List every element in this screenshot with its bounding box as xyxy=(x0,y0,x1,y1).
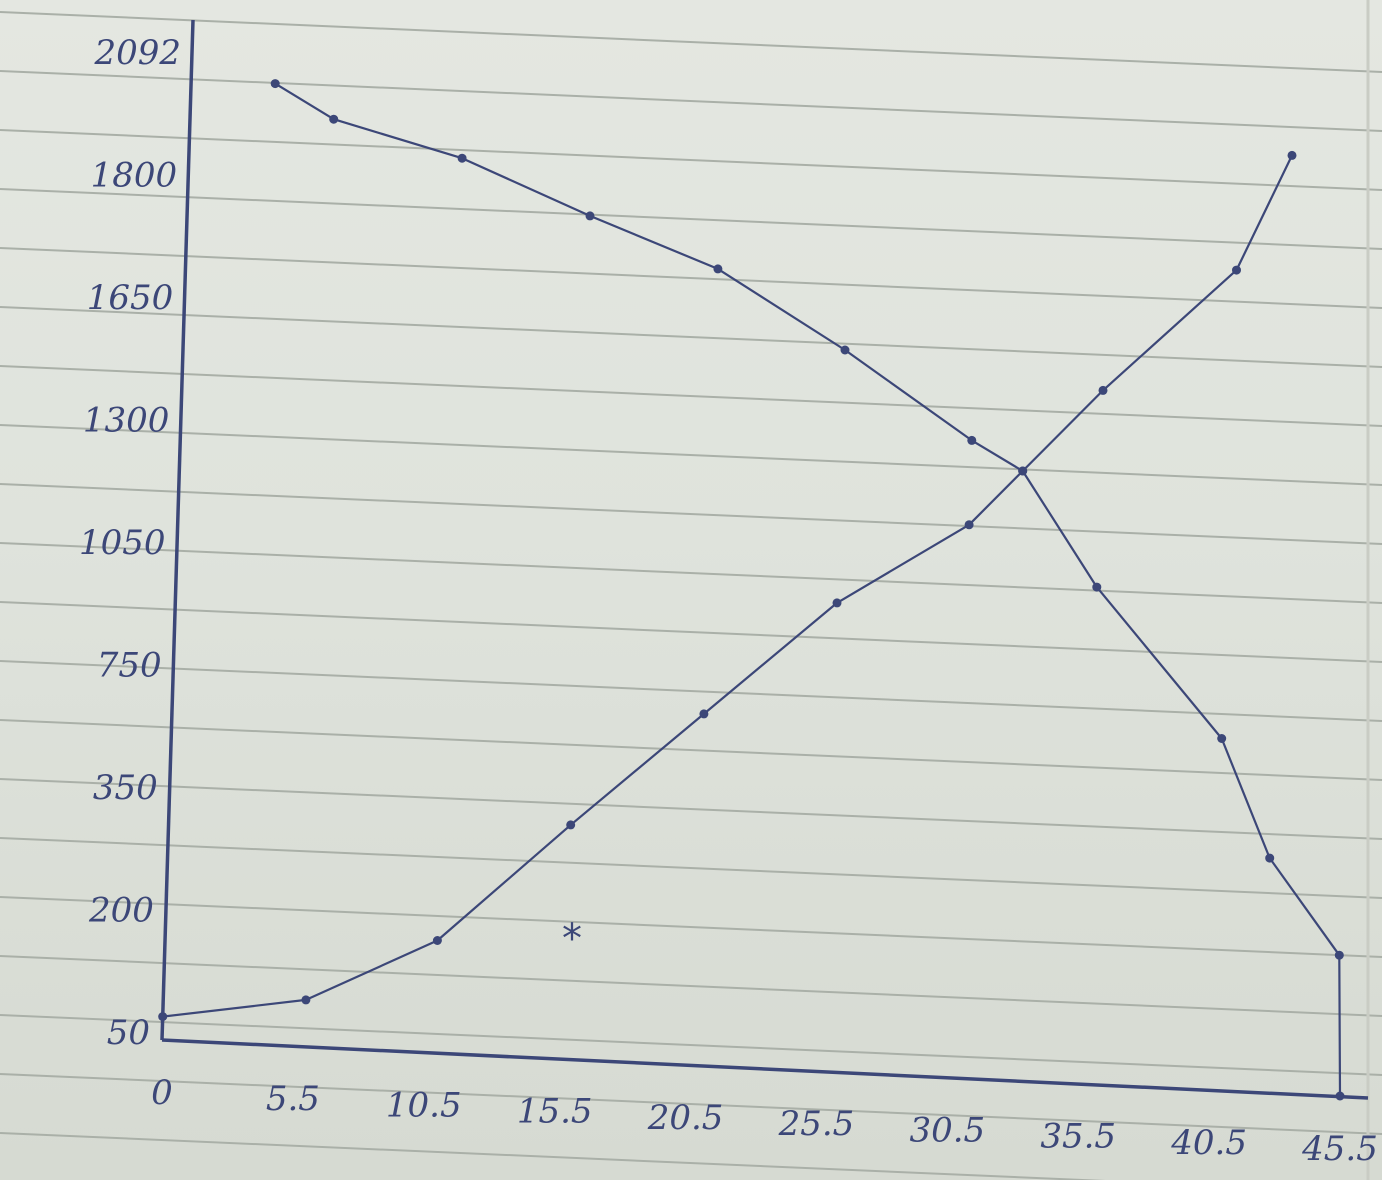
ruled-line xyxy=(0,129,1382,191)
data-point xyxy=(1098,385,1108,395)
data-point xyxy=(1334,950,1344,960)
ruled-line xyxy=(0,424,1382,486)
y-tick-label: 750 xyxy=(97,646,162,686)
data-point xyxy=(840,345,850,355)
data-point xyxy=(1287,150,1297,160)
y-tick-label: 200 xyxy=(88,891,154,931)
ruled-lines xyxy=(0,11,1382,1180)
ruled-line xyxy=(0,1014,1382,1076)
data-point xyxy=(566,820,576,830)
y-tick-label: 1650 xyxy=(87,278,174,318)
ruled-line xyxy=(0,660,1382,722)
ruled-line xyxy=(0,542,1382,604)
y-tick-label: 350 xyxy=(93,768,158,808)
ruled-line xyxy=(0,247,1382,309)
x-tick-label: 40.5 xyxy=(1170,1123,1247,1163)
ruled-line xyxy=(0,306,1382,368)
x-tick-label: 20.5 xyxy=(647,1098,724,1138)
data-point xyxy=(1217,734,1227,743)
asterisk-annotation: * xyxy=(562,916,582,962)
data-point xyxy=(1092,582,1102,592)
ruled-line xyxy=(0,1073,1382,1135)
ruled-line xyxy=(0,896,1382,958)
ruled-line xyxy=(0,70,1382,132)
data-point xyxy=(1335,1091,1345,1101)
data-point xyxy=(270,79,280,89)
y-tick-label: 1050 xyxy=(79,523,166,563)
ruled-line xyxy=(0,483,1382,545)
ruled-line xyxy=(0,11,1382,73)
ruled-line xyxy=(0,778,1382,840)
y-axis xyxy=(160,19,195,1041)
data-point xyxy=(967,435,977,445)
data-point xyxy=(1265,853,1275,863)
x-tick-label: 10.5 xyxy=(386,1085,462,1125)
x-tick-label: 0 xyxy=(151,1073,173,1113)
y-tick-label: 2092 xyxy=(93,33,181,73)
x-tick-label: 30.5 xyxy=(909,1110,985,1150)
x-tick-label: 5.5 xyxy=(266,1079,320,1119)
ruled-line xyxy=(0,1132,1106,1180)
data-point xyxy=(432,936,442,945)
data-point xyxy=(1232,265,1241,275)
x-tick-label: 45.5 xyxy=(1301,1129,1378,1169)
x-tick-labels: 0 5.5 10.5 15.5 20.5 25.5 30.5 35.5 40.5 45.5 xyxy=(151,1073,1378,1169)
y-tick-label: 50 xyxy=(107,1013,150,1053)
x-tick-label: 35.5 xyxy=(1040,1117,1116,1157)
x-tick-label: 25.5 xyxy=(778,1104,855,1144)
data-point xyxy=(713,264,723,274)
ruled-line xyxy=(0,837,1382,899)
ruled-line xyxy=(0,188,1382,250)
y-tick-label: 1800 xyxy=(91,156,178,196)
data-point xyxy=(158,1012,168,1022)
ruled-line xyxy=(0,955,1382,1017)
data-point xyxy=(585,211,595,221)
data-point xyxy=(457,153,467,163)
data-point xyxy=(699,709,709,719)
x-axis xyxy=(161,1038,1369,1100)
y-tick-label: 1300 xyxy=(83,401,170,441)
data-point xyxy=(964,520,974,530)
series-layer xyxy=(158,79,1345,1101)
ruled-line xyxy=(0,719,1382,781)
data-point xyxy=(301,995,311,1005)
data-point xyxy=(1018,466,1028,476)
data-point xyxy=(329,114,339,124)
x-tick-label: 15.5 xyxy=(517,1092,593,1132)
y-tick-labels: 50 200 350 750 1050 1300 1650 1800 2092 xyxy=(79,33,181,1053)
ruled-line xyxy=(0,601,1382,663)
data-point xyxy=(832,598,842,608)
ruled-line xyxy=(0,365,1382,427)
